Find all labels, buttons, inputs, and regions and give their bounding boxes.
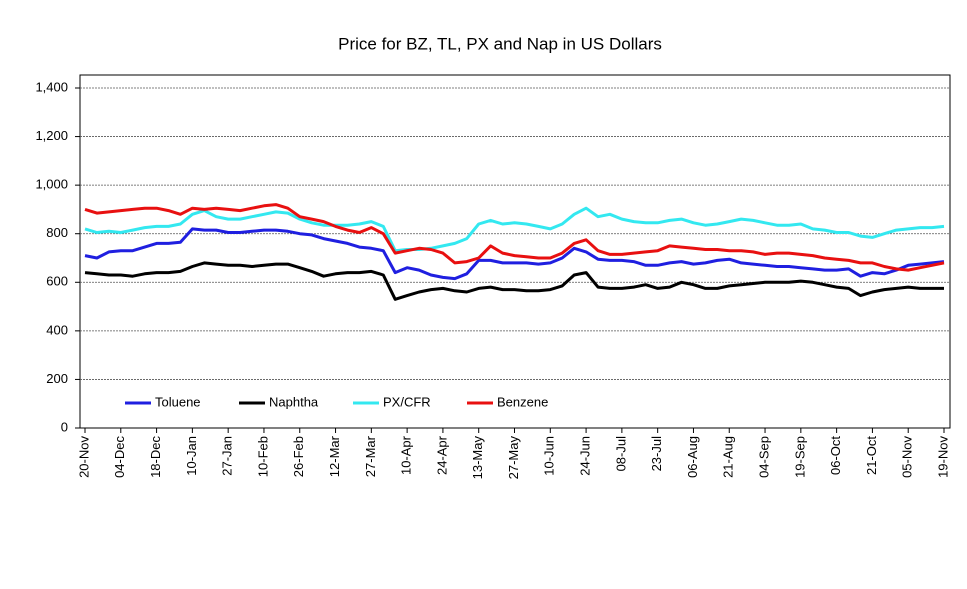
- x-tick-label: 13-May: [470, 436, 485, 480]
- x-tick-label: 27-Jan: [220, 436, 235, 476]
- y-tick-label: 1,200: [35, 128, 68, 143]
- x-tick-label: 24-Apr: [434, 435, 449, 475]
- x-tick-label: 04-Dec: [112, 436, 127, 478]
- x-tick-label: 10-Apr: [399, 435, 414, 475]
- x-tick-label: 24-Jun: [578, 436, 593, 476]
- chart-title: Price for BZ, TL, PX and Nap in US Dolla…: [338, 34, 662, 53]
- plot-frame: [79, 74, 951, 429]
- x-tick-label: 10-Jan: [184, 436, 199, 476]
- x-tick-label: 10-Feb: [255, 436, 270, 477]
- legend-label: Benzene: [497, 394, 548, 409]
- y-tick-label: 1,400: [35, 79, 68, 94]
- x-tick-label: 23-Jul: [649, 436, 664, 472]
- x-tick-label: 19-Nov: [935, 436, 950, 478]
- x-tick-label: 26-Feb: [291, 436, 306, 477]
- legend-label: PX/CFR: [383, 394, 431, 409]
- x-tick-label: 06-Oct: [828, 436, 843, 475]
- series-line: [84, 227, 945, 281]
- x-tick-label: 21-Oct: [864, 436, 879, 475]
- x-tick-label: 10-Jun: [542, 436, 557, 476]
- x-tick-label: 20-Nov: [76, 436, 91, 478]
- x-tick-label: 12-Mar: [327, 435, 342, 477]
- y-tick-label: 1,000: [35, 177, 68, 192]
- legend-label: Toluene: [155, 394, 201, 409]
- series-line: [84, 203, 945, 272]
- legend-label: Naphtha: [269, 394, 319, 409]
- x-tick-label: 21-Aug: [721, 436, 736, 478]
- series-line: [84, 206, 945, 253]
- x-tick-label: 27-Mar: [363, 435, 378, 477]
- y-tick-label: 0: [61, 419, 68, 434]
- x-tick-label: 18-Dec: [148, 436, 163, 478]
- y-tick-label: 400: [46, 322, 68, 337]
- y-tick-label: 200: [46, 371, 68, 386]
- x-tick-label: 19-Sep: [792, 436, 807, 478]
- x-tick-label: 08-Jul: [613, 436, 628, 472]
- y-tick-label: 600: [46, 274, 68, 289]
- series-line: [84, 261, 944, 301]
- x-tick-label: 04-Sep: [756, 436, 771, 478]
- x-tick-label: 05-Nov: [900, 436, 915, 478]
- x-tick-label: 27-May: [506, 436, 521, 480]
- x-tick-label: 06-Aug: [685, 436, 700, 478]
- y-tick-label: 800: [46, 225, 68, 240]
